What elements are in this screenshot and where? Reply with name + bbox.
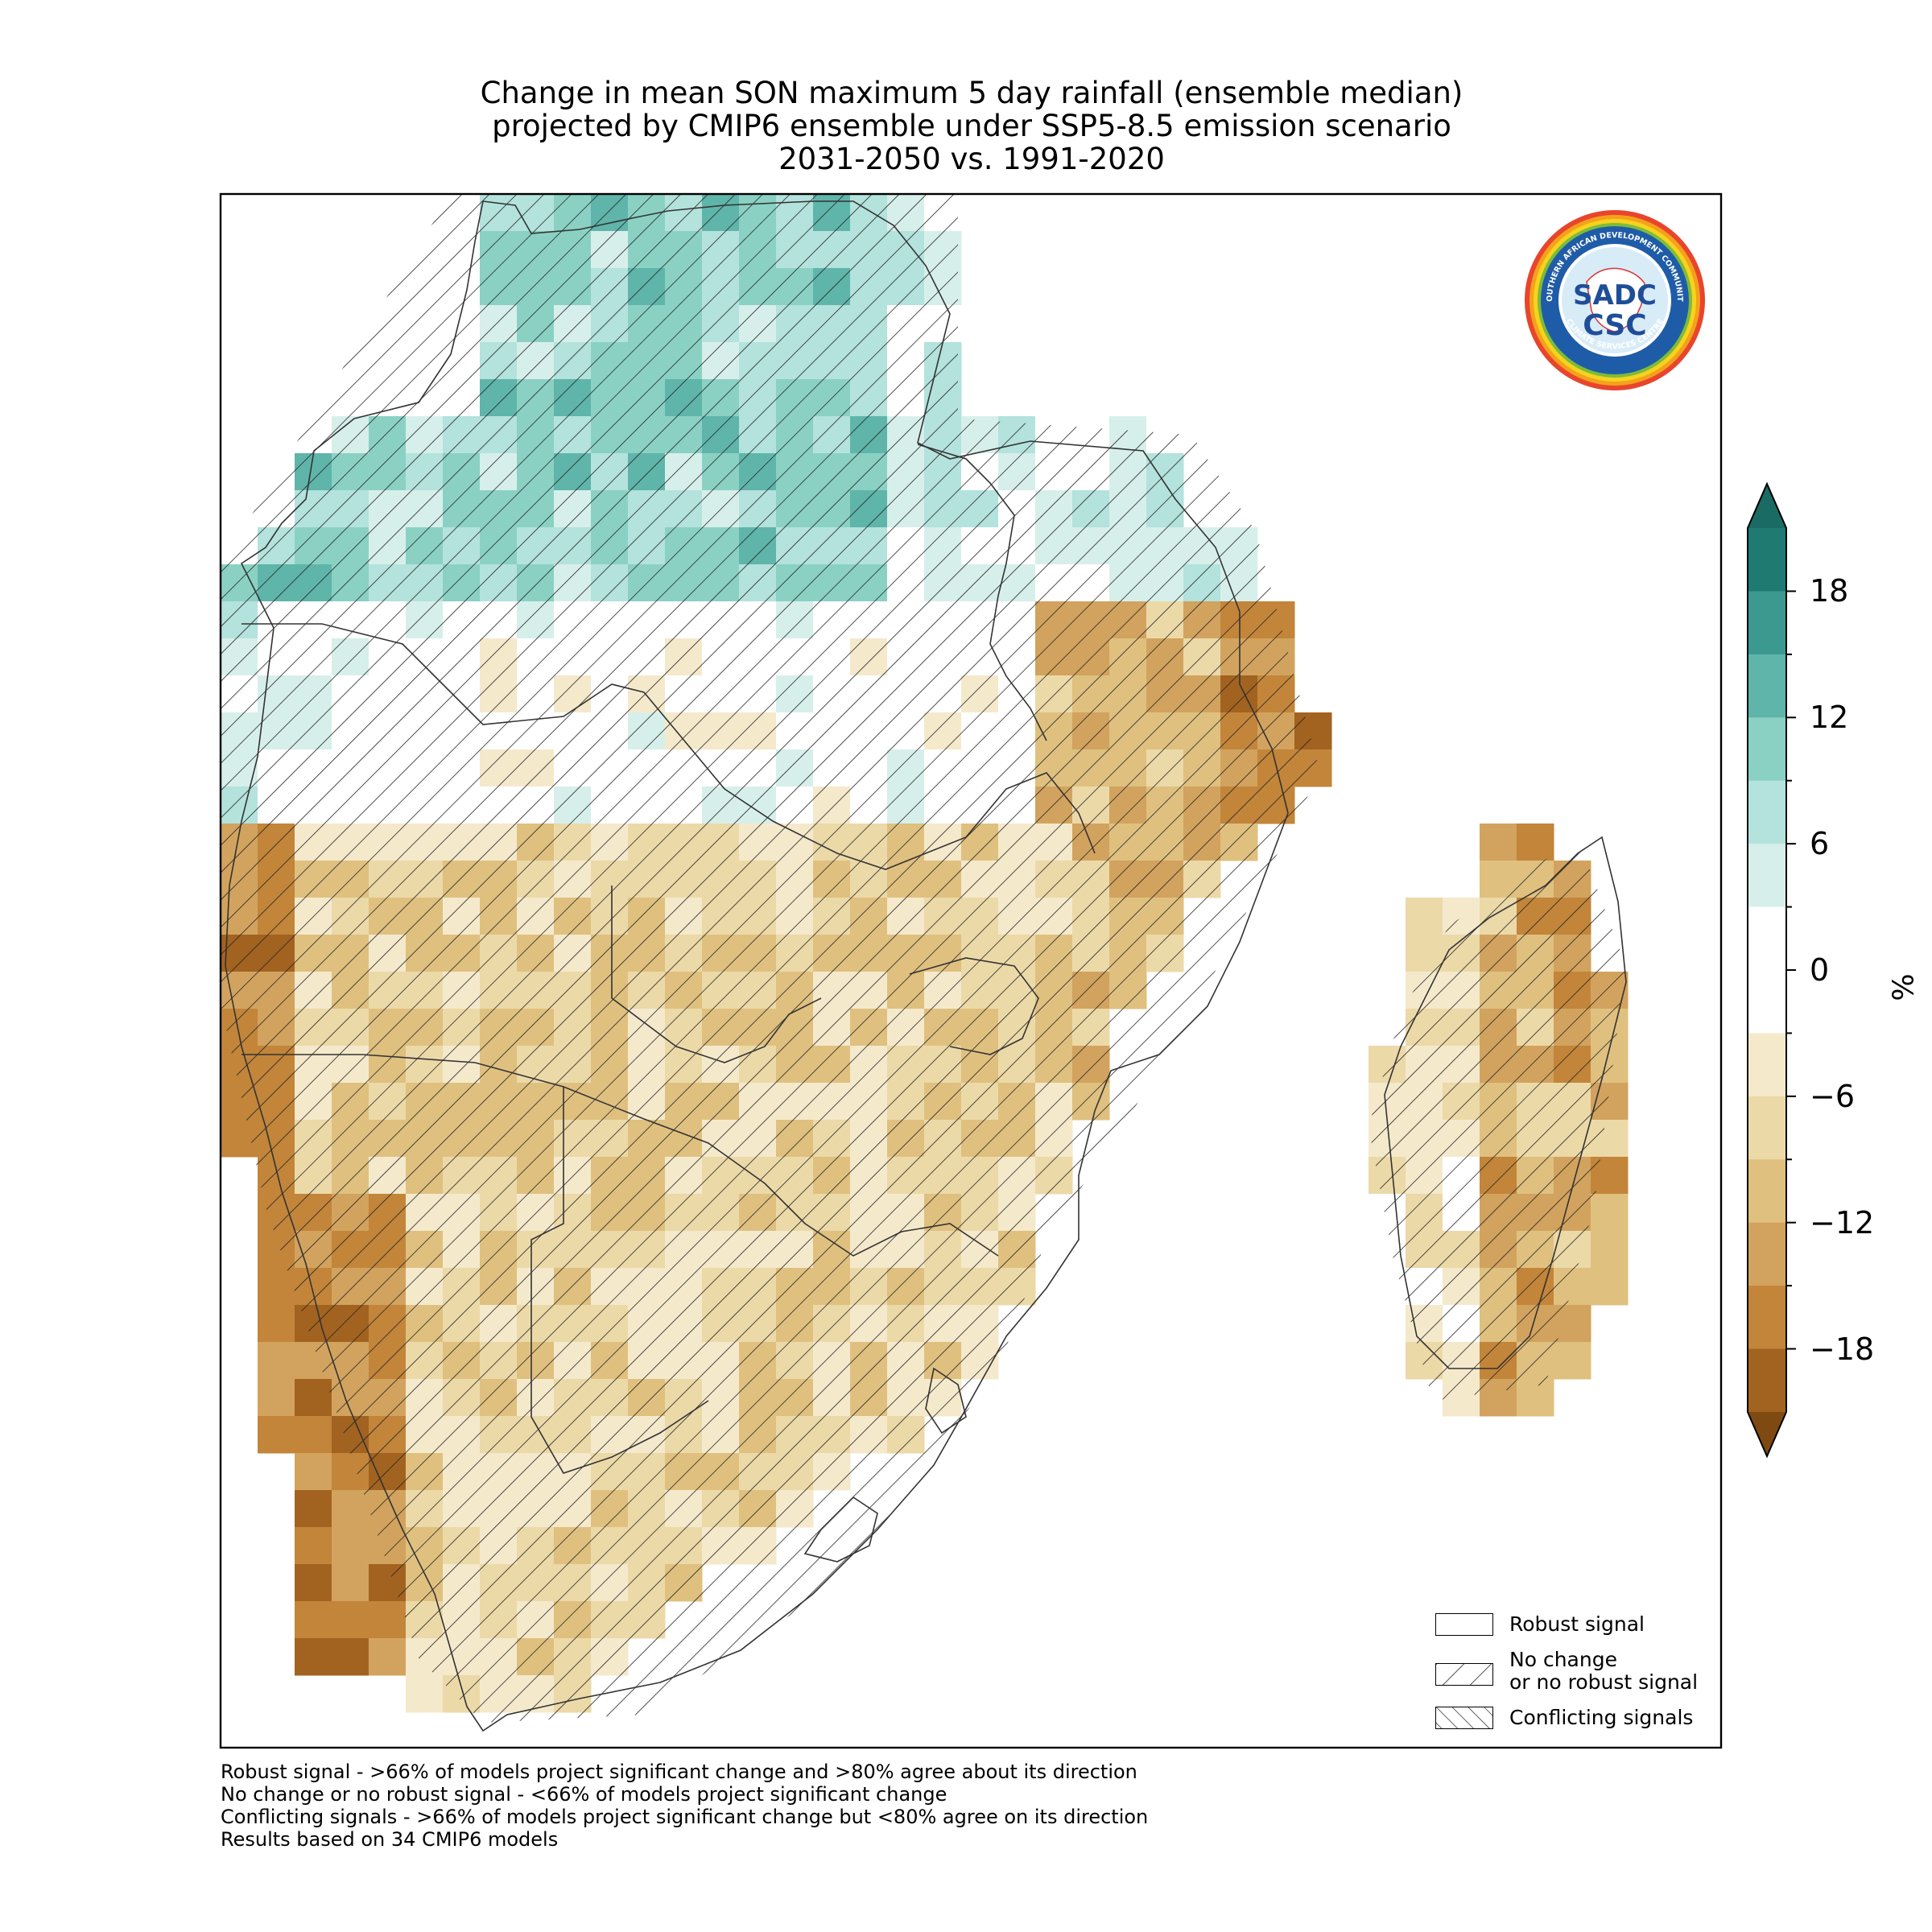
colorbar-tick-label: 6 xyxy=(1810,826,1830,862)
legend-swatch-no-change xyxy=(1435,1663,1493,1686)
country-border xyxy=(909,957,1039,1055)
country-border xyxy=(530,1087,709,1474)
country-border xyxy=(925,1367,967,1435)
footnote-2: No change or no robust signal - <66% of … xyxy=(221,1783,947,1806)
colorbar-bin xyxy=(1748,717,1786,782)
grid-cell xyxy=(369,1638,407,1676)
grid-cell xyxy=(1591,1268,1629,1306)
colorbar-bin xyxy=(1748,1348,1786,1413)
map-title: Change in mean SON maximum 5 day rainfal… xyxy=(221,76,1723,175)
grid-cell xyxy=(332,1601,369,1639)
grid-cell xyxy=(369,1601,407,1639)
colorbar-bin xyxy=(1748,1286,1786,1350)
legend-item-robust: Robust signal xyxy=(1435,1613,1725,1636)
title-line-1: Change in mean SON maximum 5 day rainfal… xyxy=(480,76,1463,110)
legend-label-conflicting: Conflicting signals xyxy=(1509,1706,1694,1729)
colorbar-extend-max xyxy=(1748,484,1786,528)
legend-label-no-change: No change or no robust signal xyxy=(1509,1649,1698,1694)
colorbar-extend-min xyxy=(1748,1412,1786,1456)
grid-cell xyxy=(332,1638,369,1676)
grid-cell xyxy=(258,1416,295,1454)
colorbar-tick-label: −18 xyxy=(1810,1331,1875,1367)
country-border xyxy=(242,1054,999,1257)
colorbar-bin xyxy=(1748,1033,1786,1097)
grid-cell xyxy=(258,1305,295,1343)
logo-mark: SADC xyxy=(1573,279,1657,312)
colorbar-tick-label: −12 xyxy=(1810,1204,1875,1241)
hatch-overlay xyxy=(221,194,1626,1723)
legend-label-no-change-line1: No change xyxy=(1509,1648,1617,1671)
colorbar-tick-label: −6 xyxy=(1810,1078,1856,1114)
colorbar-bin xyxy=(1748,591,1786,655)
grid-cell xyxy=(1406,898,1443,935)
colorbar xyxy=(1747,481,1796,1459)
colorbar-bin xyxy=(1748,654,1786,718)
map-frame xyxy=(219,192,1723,1749)
colorbar-bin xyxy=(1748,1222,1786,1286)
title-line-2: projected by CMIP6 ensemble under SSP5-8… xyxy=(492,109,1451,143)
grid-cell xyxy=(295,1453,332,1491)
logo-acronym: CSC xyxy=(1583,309,1646,342)
country-border xyxy=(803,1496,878,1563)
colorbar-bin xyxy=(1748,528,1786,592)
colorbar-outline xyxy=(1747,481,1787,1459)
country-border xyxy=(917,444,1047,741)
mainland-coastline xyxy=(225,200,1289,1732)
title-line-3: 2031-2050 vs. 1991-2020 xyxy=(778,142,1165,176)
footnotes: Robust signal - >66% of models project s… xyxy=(221,1761,1148,1851)
grid-cell xyxy=(1443,861,1480,898)
footnote-4: Results based on 34 CMIP6 models xyxy=(221,1828,559,1851)
colorbar-bin xyxy=(1748,844,1786,908)
colorbar-bin xyxy=(1748,780,1786,844)
colorbar-tick-label: 0 xyxy=(1810,952,1830,988)
grid-cell xyxy=(1480,824,1517,861)
legend: Robust signal No change or no robust sig… xyxy=(1435,1613,1725,1742)
grid-cell xyxy=(332,1527,369,1565)
legend-swatch-robust xyxy=(1435,1613,1493,1636)
hatch-madagascar xyxy=(1368,837,1626,1401)
legend-item-conflicting: Conflicting signals xyxy=(1435,1707,1725,1729)
grid-cell xyxy=(295,1490,332,1528)
footnote-3: Conflicting signals - >66% of models pro… xyxy=(221,1806,1149,1828)
colorbar-bin xyxy=(1748,906,1786,1034)
grid-cell xyxy=(258,1379,295,1417)
grid-cell xyxy=(1591,1194,1629,1232)
grid-cell xyxy=(295,1416,332,1454)
sadc-csc-logo: SADC CSC SOUTHERN AFRICAN DEVELOPMENT CO… xyxy=(1524,209,1705,390)
footnote-1: Robust signal - >66% of models project s… xyxy=(221,1761,1137,1783)
grid-cell xyxy=(406,1675,444,1713)
colorbar-tick-label: 12 xyxy=(1810,700,1849,736)
map-panel xyxy=(221,194,1629,1732)
colorbar-unit-label: % xyxy=(1887,973,1921,1001)
grid-cell xyxy=(1517,824,1554,861)
grid-cell xyxy=(295,1527,332,1565)
grid-cell xyxy=(295,1379,332,1417)
colorbar-bin xyxy=(1748,1159,1786,1224)
grid-cell xyxy=(332,1564,369,1602)
grid-cell xyxy=(1591,1231,1629,1269)
grid-cell xyxy=(295,1601,332,1639)
grid-cell xyxy=(332,1490,369,1528)
legend-label-robust: Robust signal xyxy=(1509,1612,1645,1636)
country-border xyxy=(242,623,1096,870)
grid-cell xyxy=(295,1638,332,1676)
legend-label-no-change-line2: or no robust signal xyxy=(1509,1670,1699,1694)
hatch-mainland xyxy=(221,194,1320,1723)
madagascar-coastline xyxy=(1384,836,1627,1369)
legend-swatch-conflicting xyxy=(1435,1707,1493,1729)
colorbar-bin xyxy=(1748,1096,1786,1160)
grid-cell xyxy=(295,1564,332,1602)
country-borders xyxy=(225,200,1627,1732)
legend-item-no-change: No change or no robust signal xyxy=(1435,1649,1725,1694)
grid-cell xyxy=(258,1342,295,1380)
grid-cell xyxy=(1554,1342,1591,1380)
country-border xyxy=(611,886,822,1063)
colorbar-tick-label: 18 xyxy=(1810,573,1849,609)
